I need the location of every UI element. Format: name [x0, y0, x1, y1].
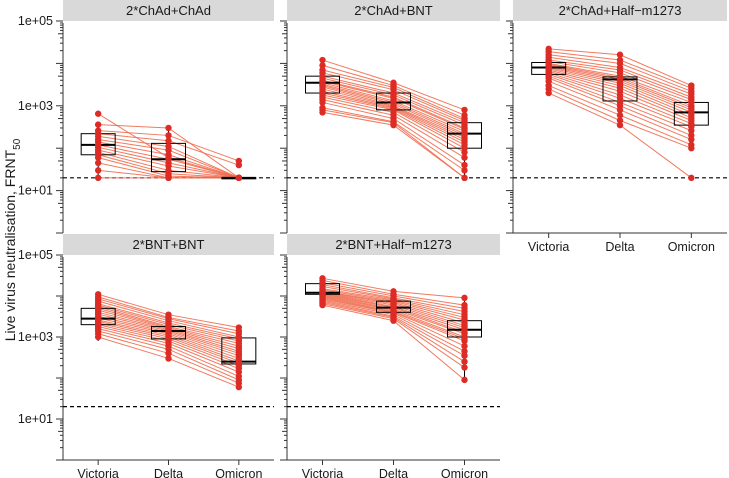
data-point — [616, 121, 624, 129]
data-point — [688, 145, 695, 152]
data-point — [94, 159, 102, 167]
data-point — [165, 124, 172, 132]
data-point — [688, 136, 695, 143]
data-point — [319, 99, 326, 106]
data-point — [616, 51, 624, 58]
panel-title: 2*ChAd+ChAd — [126, 3, 211, 18]
data-point — [616, 117, 624, 124]
panel-strip — [63, 0, 274, 21]
data-point — [165, 146, 172, 154]
y-tick-label: 1e+05 — [18, 248, 53, 262]
data-point — [94, 110, 102, 117]
x-tick-label: Delta — [605, 240, 634, 254]
data-point — [319, 62, 326, 69]
x-tick-label: Delta — [154, 467, 183, 478]
panel-strip — [63, 234, 274, 255]
data-point — [165, 132, 172, 139]
data-point — [461, 358, 468, 365]
data-point — [165, 174, 172, 182]
data-point — [94, 154, 102, 161]
data-point — [616, 106, 624, 114]
data-point — [688, 127, 695, 134]
x-tick-label: Omicron — [668, 240, 715, 254]
panel-title: 2*ChAd+Half−m1273 — [559, 3, 682, 18]
data-point — [461, 337, 468, 345]
data-point — [165, 151, 172, 158]
data-point — [461, 174, 468, 182]
panel-strip — [287, 0, 500, 21]
data-point — [235, 161, 243, 169]
data-point — [461, 154, 468, 161]
data-point — [461, 364, 468, 371]
data-point — [94, 333, 102, 341]
data-point — [461, 294, 468, 302]
y-tick-label: 1e+01 — [18, 412, 53, 426]
data-point — [94, 174, 102, 182]
data-point — [688, 174, 695, 182]
y-axis-title: Live virus neutralisation, FRNT50 — [2, 138, 23, 341]
data-point — [461, 352, 468, 359]
x-tick-label: Omicron — [441, 467, 488, 478]
data-point — [235, 174, 243, 182]
data-point — [319, 301, 326, 309]
data-point — [319, 56, 326, 64]
x-tick-label: Victoria — [77, 467, 119, 478]
panel-5: 2*BNT+Half−m1273 Victoria Delta Omicron — [280, 234, 500, 478]
panel-3: 2*ChAd+Half−m1273 Victoria Delta Omicron — [506, 0, 727, 254]
data-point — [461, 348, 468, 355]
x-tick-label: Victoria — [302, 467, 344, 478]
data-point — [165, 137, 172, 144]
panel-strip — [513, 0, 727, 21]
data-point — [461, 376, 468, 384]
data-point — [461, 161, 468, 169]
data-point — [545, 89, 552, 97]
panel-strip — [287, 234, 500, 255]
x-tick-label: Victoria — [528, 240, 570, 254]
panel-1: 2*ChAd+ChAd 1e+01 1e+03 1e+05 — [18, 0, 274, 234]
data-point — [94, 167, 102, 174]
data-point — [461, 106, 468, 114]
data-point — [235, 383, 243, 391]
panel-4: 2*BNT+BNT 1e+01 1e+03 1e+05 Victoria Delta Omi… — [18, 234, 274, 478]
x-tick-label: Delta — [379, 467, 408, 478]
data-point — [165, 350, 172, 357]
panel-title: 2*BNT+Half−m1273 — [335, 237, 451, 252]
data-point — [461, 167, 468, 174]
x-tick-label: Omicron — [215, 467, 262, 478]
data-point — [390, 121, 397, 129]
data-point — [94, 121, 102, 128]
y-tick-label: 1e+01 — [18, 184, 53, 198]
panel-title: 2*BNT+BNT — [133, 237, 205, 252]
data-point — [319, 109, 326, 116]
data-point — [461, 149, 468, 156]
y-tick-label: 1e+05 — [18, 14, 53, 28]
panel-2: 2*ChAd+BNT — [280, 0, 500, 234]
data-point — [165, 355, 172, 362]
panel-title: 2*ChAd+BNT — [354, 3, 432, 18]
data-point — [616, 112, 624, 119]
y-tick-label: 1e+03 — [18, 330, 53, 344]
data-point — [461, 342, 468, 350]
data-point — [390, 317, 397, 324]
y-tick-label: 1e+03 — [18, 99, 53, 113]
